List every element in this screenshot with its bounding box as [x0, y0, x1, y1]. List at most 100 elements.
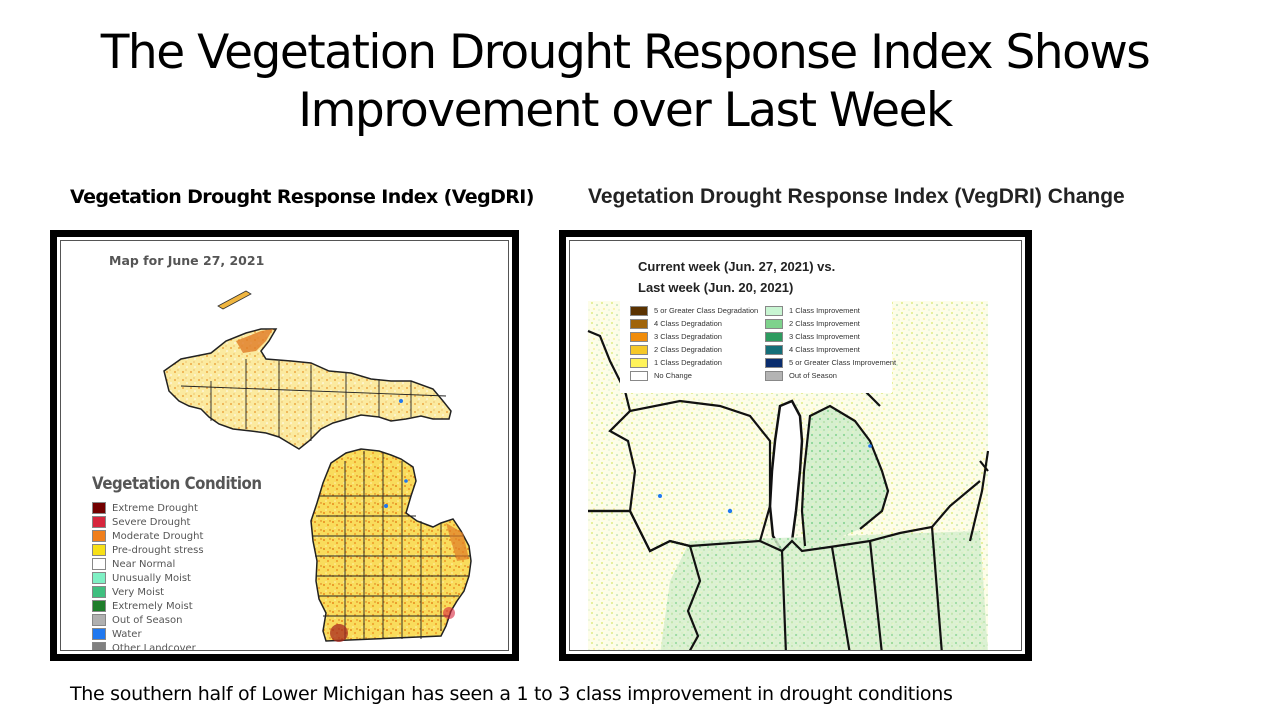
- severe-drought-pocket: [443, 607, 455, 619]
- legend-label: 1 Class Degradation: [654, 358, 722, 367]
- lake-dot: [868, 444, 872, 448]
- legend-label: Extreme Drought: [112, 502, 198, 514]
- lake-dot: [399, 399, 403, 403]
- legend-swatch: [92, 516, 106, 528]
- legend-item: No Change: [630, 370, 692, 381]
- legend-item: Extreme Drought: [92, 501, 198, 515]
- isle-royale-shape: [217, 290, 252, 310]
- legend-swatch: [630, 370, 648, 381]
- legend-swatch: [92, 586, 106, 598]
- legend-label: 1 Class Improvement: [789, 306, 860, 315]
- legend-label: 2 Class Degradation: [654, 345, 722, 354]
- title-line-1: The Vegetation Drought Response Index Sh…: [100, 25, 1151, 80]
- legend-item: Unusually Moist: [92, 571, 191, 585]
- legend-item: Water: [92, 627, 142, 641]
- legend-label: Severe Drought: [112, 516, 191, 528]
- legend-label: 5 or Greater Class Improvement: [789, 358, 897, 367]
- legend-label: 5 or Greater Class Degradation: [654, 306, 759, 315]
- legend-swatch: [92, 530, 106, 542]
- legend-swatch: [630, 344, 648, 355]
- legend-item: 1 Class Degradation: [630, 357, 722, 368]
- legend-swatch: [630, 331, 648, 342]
- upper-peninsula-shape: [163, 328, 452, 450]
- map-left-margin: [570, 301, 588, 650]
- legend-swatch: [92, 572, 106, 584]
- legend-item: 4 Class Degradation: [630, 318, 722, 329]
- legend-swatch: [92, 628, 106, 640]
- legend-swatch: [765, 370, 783, 381]
- vegdri-map-border: Map for June 27, 2021 Vegetation Conditi…: [55, 235, 514, 656]
- lake-dot: [727, 508, 733, 514]
- legend-label: Other Landcover: [112, 642, 196, 651]
- legend-swatch: [765, 344, 783, 355]
- thumb-drought-area: [446, 523, 469, 561]
- legend-label: Unusually Moist: [112, 572, 191, 584]
- michigan-map: [163, 290, 472, 642]
- county-lines: [180, 359, 470, 639]
- legend-item: 3 Class Improvement: [765, 331, 860, 342]
- legend-label: No Change: [654, 371, 692, 380]
- lake-dot: [384, 504, 388, 508]
- legend-swatch: [92, 642, 106, 650]
- lake-dot: [404, 479, 408, 483]
- change-legend: Current week (Jun. 27, 2021) vs. Last we…: [620, 241, 896, 393]
- vegdri-map-panel: Map for June 27, 2021 Vegetation Conditi…: [60, 240, 509, 651]
- legend-label: 4 Class Degradation: [654, 319, 722, 328]
- vegdri-change-map-frame: Current week (Jun. 27, 2021) vs. Last we…: [559, 230, 1032, 661]
- vegdri-map-frame: Map for June 27, 2021 Vegetation Conditi…: [50, 230, 519, 661]
- michigan-improvement-area: [802, 406, 888, 546]
- legend-label: Out of Season: [789, 371, 837, 380]
- legend-label: Very Moist: [112, 586, 165, 598]
- legend-item: Near Normal: [92, 557, 175, 571]
- legend-item: Moderate Drought: [92, 529, 203, 543]
- legend-item: 1 Class Improvement: [765, 305, 860, 316]
- legend-label: Water: [112, 628, 142, 640]
- vegdri-change-map-panel: Current week (Jun. 27, 2021) vs. Last we…: [569, 240, 1022, 651]
- legend-item: Out of Season: [92, 613, 182, 627]
- legend-swatch: [92, 502, 106, 514]
- legend-item: 3 Class Degradation: [630, 331, 722, 342]
- legend-item: Severe Drought: [92, 515, 190, 529]
- legend-label: Extremely Moist: [112, 600, 193, 612]
- legend-item: Pre-drought stress: [92, 543, 204, 557]
- legend-swatch: [92, 614, 106, 626]
- legend-item: 2 Class Improvement: [765, 318, 860, 329]
- legend-swatch: [92, 558, 106, 570]
- legend-swatch: [765, 357, 783, 368]
- legend-item: 5 or Greater Class Degradation: [630, 305, 758, 316]
- legend-swatch: [92, 600, 106, 612]
- legend-label: Moderate Drought: [112, 530, 204, 542]
- change-map-title-line-2: Last week (Jun. 20, 2021): [638, 280, 794, 295]
- left-map-heading: Vegetation Drought Response Index (VegDR…: [70, 186, 534, 208]
- legend-item: 2 Class Degradation: [630, 344, 722, 355]
- extreme-drought-pocket: [330, 624, 348, 642]
- vegdri-change-map-border: Current week (Jun. 27, 2021) vs. Last we…: [564, 235, 1027, 656]
- legend-label: Out of Season: [112, 614, 183, 626]
- lower-peninsula-shape: [310, 448, 472, 642]
- slide-title: The Vegetation Drought Response Index Sh…: [40, 24, 1210, 140]
- legend-swatch: [765, 305, 783, 316]
- legend-swatch: [765, 331, 783, 342]
- southern-improvement-area: [660, 531, 988, 650]
- title-line-2: Improvement over Last Week: [298, 83, 953, 138]
- legend-swatch: [630, 305, 648, 316]
- state-borders: [587, 329, 990, 650]
- legend-item: 4 Class Improvement: [765, 344, 860, 355]
- map-date-label: Map for June 27, 2021: [109, 253, 265, 268]
- legend-swatch: [630, 357, 648, 368]
- legend-swatch: [92, 544, 106, 556]
- right-map-heading: Vegetation Drought Response Index (VegDR…: [588, 185, 1125, 208]
- legend-item: Extremely Moist: [92, 599, 193, 613]
- vegetation-condition-legend: Vegetation Condition Extreme Drought Sev…: [65, 466, 265, 651]
- legend-swatch: [765, 318, 783, 329]
- legend-item: Out of Season: [765, 370, 837, 381]
- keweenaw-drought-area: [236, 329, 273, 353]
- legend-title: Vegetation Condition: [92, 474, 262, 494]
- legend-label: Pre-drought stress: [112, 544, 204, 556]
- legend-item: 5 or Greater Class Improvement: [765, 357, 896, 368]
- legend-label: 3 Class Degradation: [654, 332, 722, 341]
- change-map-title-line-1: Current week (Jun. 27, 2021) vs.: [638, 259, 836, 274]
- lake-dot: [658, 494, 662, 498]
- legend-label: 4 Class Improvement: [789, 345, 860, 354]
- legend-label: Near Normal: [112, 558, 176, 570]
